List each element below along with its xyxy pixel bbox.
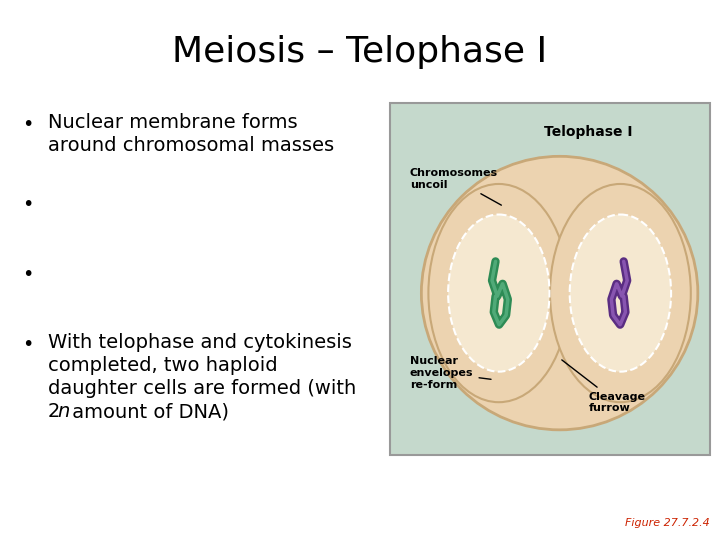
Text: Chromosomes
uncoil: Chromosomes uncoil [410,168,501,205]
Text: Cleavage
furrow: Cleavage furrow [562,360,645,413]
Ellipse shape [428,184,570,402]
Text: Nuclear membrane forms: Nuclear membrane forms [48,113,297,132]
Text: Figure 27.7.2.4: Figure 27.7.2.4 [625,518,710,528]
Text: amount of DNA): amount of DNA) [66,402,229,421]
Text: n: n [57,402,69,421]
Text: •: • [22,335,33,354]
Text: Meiosis – Telophase I: Meiosis – Telophase I [172,35,548,69]
Text: Nuclear
envelopes
re-form: Nuclear envelopes re-form [410,356,491,390]
Text: 2: 2 [48,402,60,421]
Text: •: • [22,115,33,134]
Ellipse shape [448,214,549,372]
Ellipse shape [421,156,698,430]
Text: •: • [22,195,33,214]
FancyBboxPatch shape [390,103,710,455]
Text: •: • [22,265,33,284]
Ellipse shape [550,184,690,402]
Ellipse shape [570,214,671,372]
Text: completed, two haploid: completed, two haploid [48,356,278,375]
Text: daughter cells are formed (with: daughter cells are formed (with [48,379,356,398]
Text: around chromosomal masses: around chromosomal masses [48,136,334,155]
Text: Telophase I: Telophase I [544,125,633,139]
Text: With telophase and cytokinesis: With telophase and cytokinesis [48,333,352,352]
